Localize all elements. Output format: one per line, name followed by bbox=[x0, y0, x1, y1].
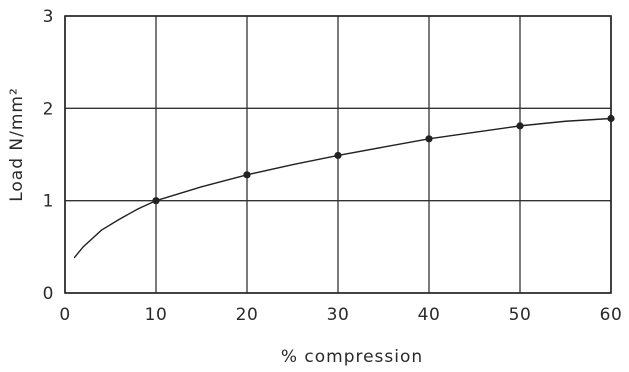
data-point-60 bbox=[607, 114, 615, 123]
plot-frame bbox=[64, 15, 612, 294]
data-markers bbox=[152, 114, 615, 205]
x-tick-label-60: 60 bbox=[600, 305, 623, 325]
x-tick-label-40: 40 bbox=[418, 305, 441, 325]
series-line bbox=[73, 117, 612, 259]
data-point-10 bbox=[152, 197, 160, 205]
y-tick-label-1: 1 bbox=[43, 192, 54, 212]
y-axis-title: Load N/mm² bbox=[7, 87, 27, 202]
x-tick-label-20: 20 bbox=[236, 305, 259, 325]
data-point-20 bbox=[243, 171, 251, 179]
data-point-50 bbox=[516, 122, 524, 130]
x-tick-label-30: 30 bbox=[327, 305, 350, 325]
x-tick-labels: 0 10 20 30 40 50 60 bbox=[59, 305, 623, 325]
x-axis-title: % compression bbox=[281, 347, 423, 367]
y-tick-label-2: 2 bbox=[43, 99, 54, 119]
x-tick-label-50: 50 bbox=[509, 305, 532, 325]
y-tick-label-3: 3 bbox=[43, 7, 54, 27]
y-tick-labels: 0 1 2 3 bbox=[43, 7, 54, 304]
data-point-30 bbox=[334, 151, 342, 160]
x-tick-label-10: 10 bbox=[145, 305, 168, 325]
y-tick-label-0: 0 bbox=[43, 284, 54, 304]
x-tick-label-0: 0 bbox=[59, 305, 70, 325]
data-point-40 bbox=[425, 135, 433, 143]
